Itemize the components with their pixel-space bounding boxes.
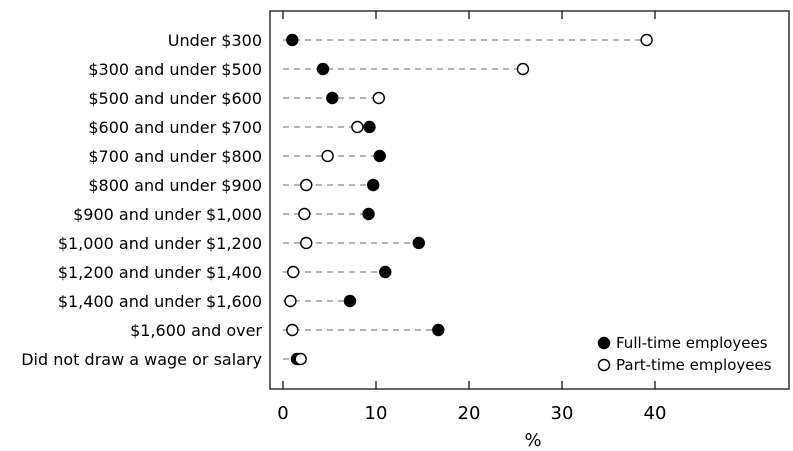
legend-filled-marker	[597, 336, 611, 350]
x-axis-title: %	[524, 430, 541, 451]
part-time-point	[284, 294, 297, 308]
legend-label: Full-time employees	[616, 334, 768, 352]
legend-label: Part-time employees	[616, 356, 772, 374]
x-tick-label: 30	[551, 403, 574, 424]
category-label: $800 and under $900	[88, 176, 262, 195]
full-time-point	[363, 120, 376, 134]
full-time-point	[373, 149, 386, 163]
full-time-point	[316, 62, 330, 76]
part-time-point	[300, 178, 313, 192]
part-time-point	[286, 323, 299, 337]
category-label: $900 and under $1,000	[73, 205, 262, 224]
part-time-point	[321, 149, 334, 163]
full-time-point	[379, 265, 392, 279]
category-label: $500 and under $600	[88, 89, 262, 108]
x-axis: 0 10 20 30 40	[277, 11, 666, 424]
part-time-point	[294, 352, 307, 366]
x-tick-label: 10	[365, 403, 388, 424]
category-label: $600 and under $700	[88, 118, 262, 137]
full-time-point	[432, 323, 445, 337]
part-time-point	[351, 120, 364, 134]
dashed-guide-lines	[283, 39, 647, 360]
full-time-point	[367, 178, 380, 192]
part-time-point	[300, 236, 313, 250]
category-label: $1,000 and under $1,200	[58, 234, 262, 253]
legend: Full-time employees Part-time employees	[597, 334, 772, 374]
x-tick-label: 40	[644, 403, 667, 424]
x-tick-label: 20	[458, 403, 481, 424]
part-time-point	[516, 62, 530, 76]
data-markers	[284, 33, 653, 366]
category-label: $300 and under $500	[88, 60, 262, 79]
full-time-point	[362, 207, 375, 221]
category-label: Under $300	[168, 31, 262, 50]
category-label: $700 and under $800	[88, 147, 262, 166]
full-time-point	[343, 294, 357, 308]
legend-open-marker	[597, 358, 611, 372]
part-time-point	[298, 207, 311, 221]
x-tick-label: 0	[277, 403, 288, 424]
category-label: $1,600 and over	[130, 321, 262, 340]
category-label: $1,400 and under $1,600	[58, 292, 262, 311]
part-time-point	[372, 91, 385, 105]
category-label: $1,200 and under $1,400	[58, 263, 262, 282]
full-time-point	[412, 236, 425, 250]
plot-frame	[269, 10, 790, 390]
full-time-point	[326, 91, 339, 105]
part-time-point	[287, 265, 300, 279]
category-label: Did not draw a wage or salary	[21, 350, 262, 369]
part-time-point	[640, 33, 653, 47]
category-labels: Under $300 $300 and under $500 $500 and un…	[21, 31, 262, 369]
full-time-point	[286, 33, 299, 47]
